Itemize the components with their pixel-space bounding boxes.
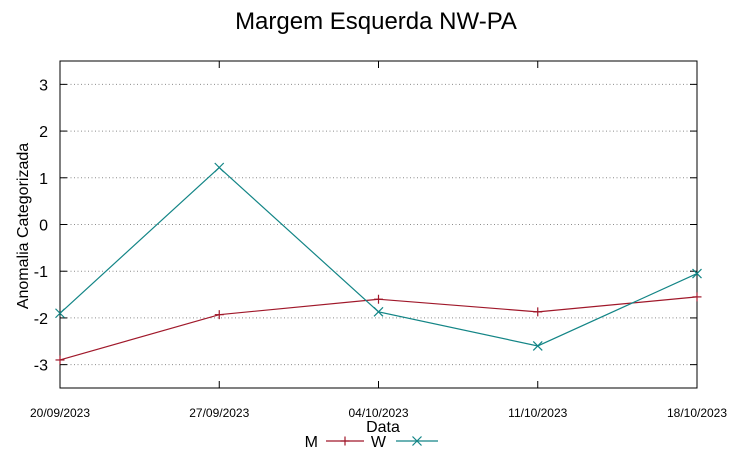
x-tick-label: 20/09/2023 bbox=[30, 406, 90, 420]
data-point-w bbox=[214, 162, 225, 173]
x-tick-label: 27/09/2023 bbox=[189, 406, 249, 420]
y-tick-label: -1 bbox=[34, 264, 48, 281]
x-axis-label: Data bbox=[366, 419, 400, 436]
legend-label-w: W bbox=[371, 434, 387, 451]
y-tick-label: 1 bbox=[39, 171, 48, 188]
y-tick-label: -3 bbox=[34, 358, 48, 375]
y-tick-label: 0 bbox=[39, 218, 48, 235]
legend-label-m: M bbox=[305, 434, 318, 451]
data-point-w bbox=[532, 341, 543, 351]
data-point-w bbox=[55, 308, 65, 319]
y-tick-label: -2 bbox=[34, 311, 48, 328]
series-line-w bbox=[59, 166, 698, 347]
x-tick-label: 11/10/2023 bbox=[508, 406, 567, 420]
y-axis-label: Anomalia Categorizada bbox=[15, 143, 32, 309]
ticks: -3 -2 -1 0 1 2 3 20/09/2023 27/09/2023 04/10/2023… bbox=[30, 61, 727, 420]
data-point-w bbox=[373, 306, 384, 317]
series-group bbox=[55, 162, 702, 365]
series-line-m bbox=[59, 296, 698, 361]
y-tick-label: 3 bbox=[39, 77, 48, 94]
legend-marker-w bbox=[412, 436, 422, 446]
x-tick-label: 18/10/2023 bbox=[667, 406, 727, 420]
grid bbox=[60, 83, 697, 366]
x-tick-label: 04/10/2023 bbox=[348, 406, 408, 420]
y-tick-label: 2 bbox=[39, 124, 48, 141]
chart-title: Margem Esquerda NW-PA bbox=[235, 8, 517, 35]
data-point-w bbox=[692, 268, 702, 279]
